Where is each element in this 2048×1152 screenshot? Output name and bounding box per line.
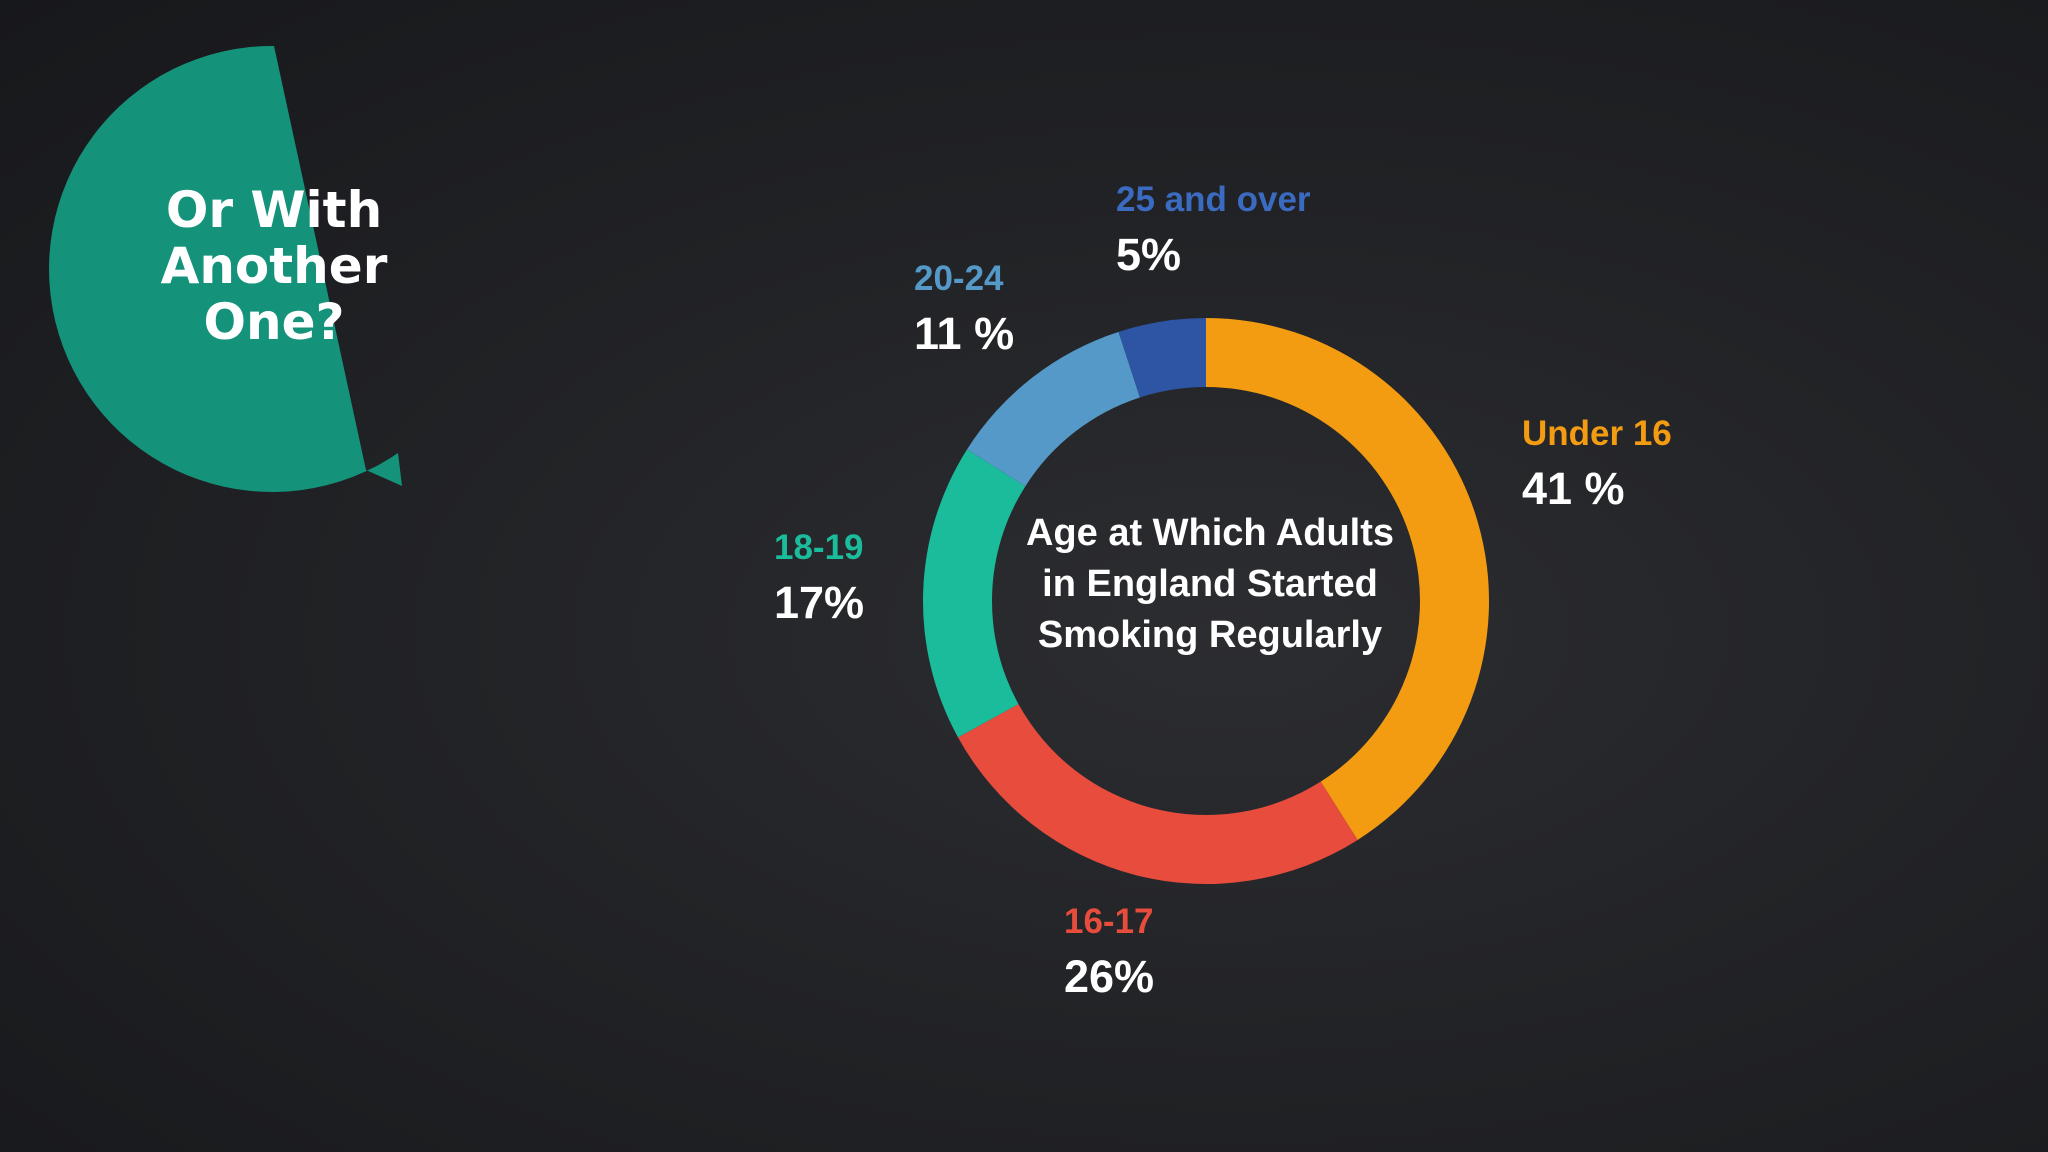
donut-slice-25-and-over: [1118, 318, 1206, 398]
slice-label-20-24: 20-24 11 %: [914, 259, 1014, 361]
donut-slice-20-24: [967, 331, 1140, 487]
speech-bubble: [49, 45, 403, 492]
slice-name-under-16: Under 16: [1522, 414, 1672, 453]
slice-name-16-17: 16-17: [1064, 902, 1154, 941]
chart-title: Age at Which Adults in England Started S…: [1000, 508, 1420, 661]
slice-label-25-and-over: 25 and over 5%: [1116, 180, 1311, 282]
chart-title-line-2: in England Started: [1042, 563, 1378, 605]
slice-label-18-19: 18-19 17%: [774, 528, 864, 630]
chart-title-line-1: Age at Which Adults: [1025, 512, 1395, 554]
slice-value-25-and-over: 5%: [1116, 229, 1182, 280]
bubble-line-3: One?: [203, 293, 345, 351]
slice-name-20-24: 20-24: [914, 259, 1004, 298]
slice-value-20-24: 11 %: [914, 308, 1015, 359]
slice-value-18-19: 17%: [774, 577, 865, 628]
speech-bubble-shape: [49, 45, 403, 492]
donut-slice-under-16: [1206, 318, 1490, 840]
bubble-text: Or With Another One?: [78, 182, 470, 350]
slice-label-16-17: 16-17 26%: [1064, 902, 1154, 1004]
bubble-line-2: Another: [160, 237, 388, 295]
slice-value-16-17: 26%: [1064, 951, 1155, 1002]
slice-name-18-19: 18-19: [774, 528, 864, 567]
donut-slice-16-17: [958, 704, 1358, 885]
slice-name-25-and-over: 25 and over: [1116, 180, 1311, 219]
chart-title-line-3: Smoking Regularly: [1037, 614, 1383, 656]
slice-label-under-16: Under 16 41 %: [1522, 414, 1672, 516]
slice-value-under-16: 41 %: [1522, 463, 1625, 514]
bubble-line-1: Or With: [165, 181, 383, 239]
donut-slice-18-19: [922, 449, 1026, 738]
